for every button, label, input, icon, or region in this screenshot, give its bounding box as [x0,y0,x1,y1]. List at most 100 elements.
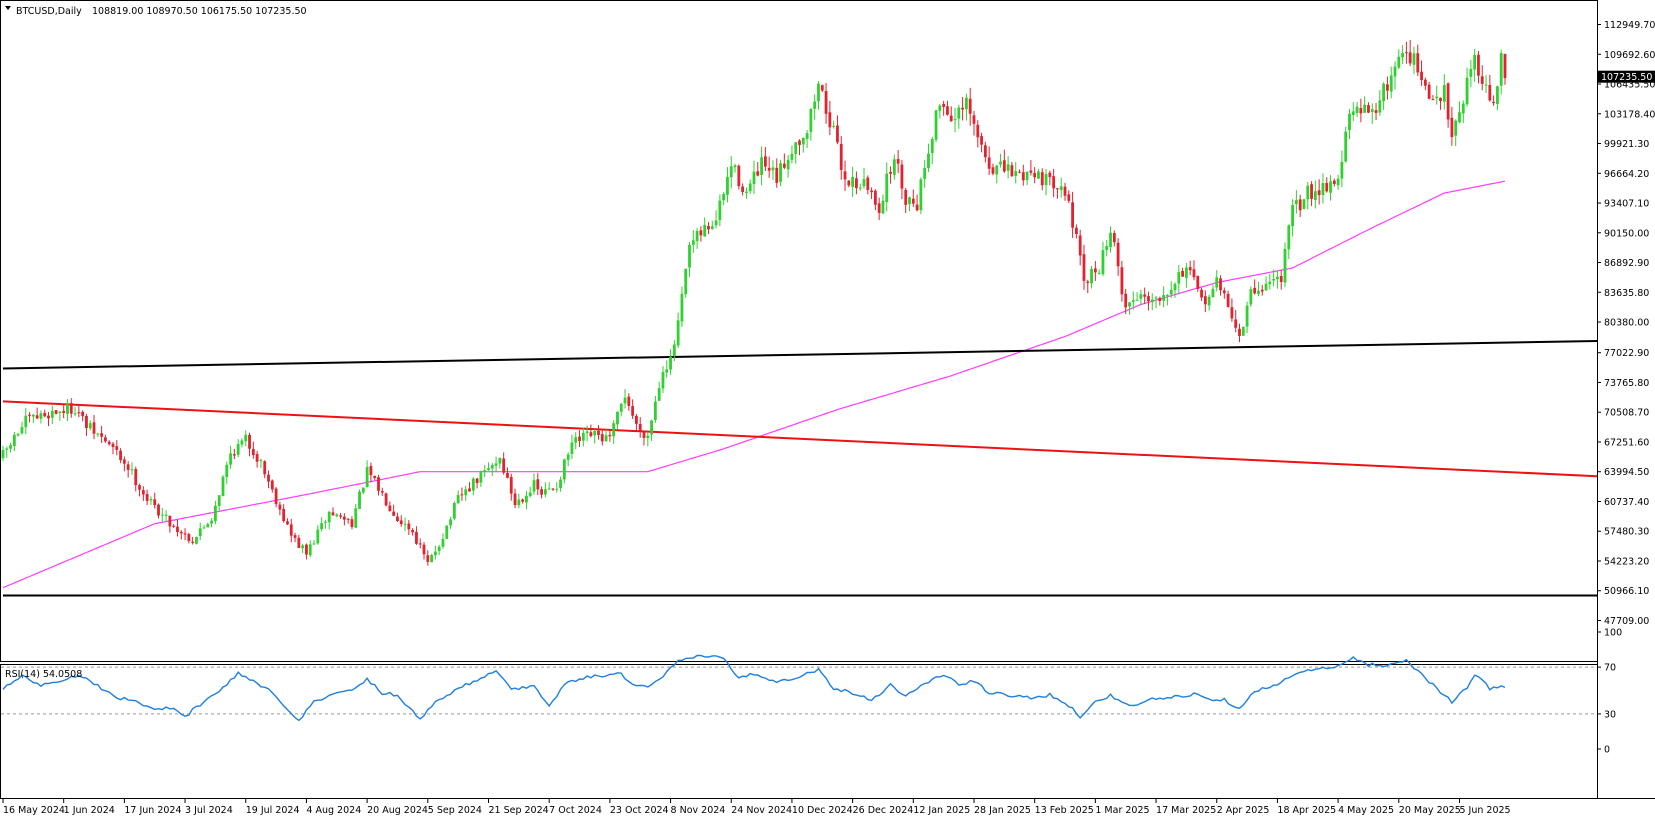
candle[interactable] [1348,109,1351,140]
candle[interactable] [350,516,354,530]
candle[interactable] [763,147,767,172]
candle[interactable] [460,487,464,501]
candle[interactable] [1078,229,1082,266]
candle[interactable] [1431,94,1435,101]
candle[interactable] [1450,106,1454,146]
candle[interactable] [1503,53,1507,85]
candle[interactable] [832,120,836,129]
candle[interactable] [339,513,342,519]
candle[interactable] [555,482,559,493]
candle[interactable] [502,452,506,475]
candle[interactable] [506,467,509,479]
candle[interactable] [191,536,195,545]
candle[interactable] [134,466,138,492]
candle[interactable] [274,486,278,508]
candle[interactable] [839,136,843,180]
candle[interactable] [384,492,388,507]
candle[interactable] [616,411,619,431]
candle[interactable] [1268,273,1272,290]
candle[interactable] [24,408,28,435]
candle[interactable] [790,145,794,164]
candle[interactable] [160,507,164,522]
candle[interactable] [58,410,62,421]
candle[interactable] [801,137,805,153]
candle[interactable] [77,403,81,418]
candle[interactable] [335,513,339,518]
candle[interactable] [1211,284,1215,298]
candle[interactable] [1059,177,1063,198]
candle[interactable] [498,457,502,469]
candle[interactable] [1063,182,1067,201]
candle[interactable] [597,425,600,440]
candle[interactable] [1397,49,1401,70]
candle[interactable] [771,160,775,180]
candle[interactable] [521,498,525,504]
candle[interactable] [1461,100,1465,124]
candle[interactable] [559,476,562,492]
candle[interactable] [786,155,790,178]
candle[interactable] [1264,276,1268,291]
candle[interactable] [892,154,896,180]
candle[interactable] [282,504,286,523]
candle[interactable] [396,512,399,522]
candle[interactable] [1374,102,1378,120]
candle[interactable] [756,161,760,177]
candle[interactable] [855,171,858,195]
candle[interactable] [172,524,176,528]
candle[interactable] [1040,168,1044,191]
candle[interactable] [320,517,324,532]
candle[interactable] [183,528,187,541]
candle[interactable] [1215,270,1219,292]
candle[interactable] [1101,241,1105,277]
candle[interactable] [20,421,24,435]
candle[interactable] [210,517,214,528]
candle[interactable] [1294,190,1298,214]
candle[interactable] [490,463,494,476]
candle[interactable] [331,507,335,516]
candle[interactable] [195,536,198,545]
candle[interactable] [961,97,965,121]
candle[interactable] [991,163,995,176]
candle[interactable] [1056,187,1059,199]
candle[interactable] [202,525,206,529]
candle[interactable] [437,544,441,556]
candle[interactable] [1465,67,1469,107]
candle[interactable] [1002,149,1006,173]
candle[interactable] [953,107,957,133]
candle[interactable] [62,403,66,419]
candle[interactable] [471,477,475,496]
candle[interactable] [547,482,551,490]
candle[interactable] [627,393,631,411]
candle[interactable] [733,163,737,173]
candle[interactable] [809,108,813,141]
candle[interactable] [1484,75,1488,94]
rsi-panel[interactable] [0,664,1598,799]
candle[interactable] [342,513,346,526]
candle[interactable] [995,165,999,184]
candle[interactable] [289,518,293,543]
candle[interactable] [877,197,881,220]
candle[interactable] [107,440,111,446]
candle[interactable] [1469,59,1473,88]
candle[interactable] [236,439,240,458]
candle[interactable] [870,187,873,200]
candle[interactable] [775,158,779,188]
candle[interactable] [494,456,498,472]
candle[interactable] [543,482,547,498]
candle[interactable] [699,226,703,242]
candle[interactable] [1090,265,1093,289]
candle[interactable] [1143,287,1147,304]
candle[interactable] [316,525,320,545]
candle[interactable] [346,518,350,524]
candle[interactable] [1427,81,1431,100]
candle[interactable] [1158,296,1162,306]
candle[interactable] [938,103,942,119]
candle[interactable] [684,268,688,298]
candle[interactable] [976,120,980,148]
candle[interactable] [411,528,415,536]
candle[interactable] [426,550,430,566]
candle[interactable] [255,450,259,468]
candle[interactable] [441,533,445,549]
candle[interactable] [464,485,468,501]
candle[interactable] [1257,281,1260,297]
